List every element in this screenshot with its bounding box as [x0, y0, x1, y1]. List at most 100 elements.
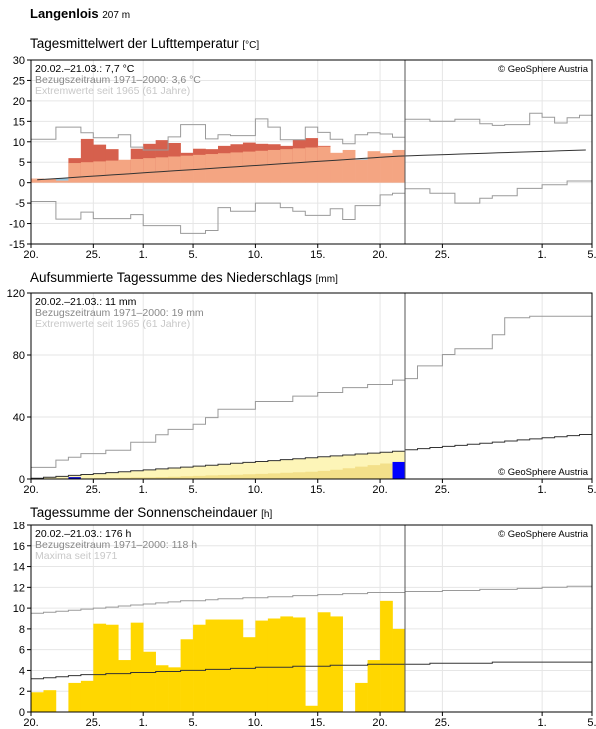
temperature-bar — [380, 156, 393, 183]
x-tick-label: 5. — [188, 484, 197, 496]
temperature-bar — [118, 159, 132, 175]
observed-precipitation-area — [31, 461, 405, 479]
temperature-bar — [205, 168, 219, 183]
info-line-3: Extremwerte seit 1965 (61 Jahre) — [35, 85, 190, 97]
info-line-1: 20.02.–21.03.: 11 mm — [35, 296, 137, 308]
extreme-max-line — [31, 315, 592, 468]
sunshine-bar — [367, 660, 381, 712]
x-tick-label: 10. — [248, 249, 263, 261]
y-tick-label: 15 — [13, 116, 25, 128]
temperature-bar — [55, 180, 69, 183]
temperature-chart-title: Tagesmittelwert der Lufttemperatur [°C] — [30, 36, 259, 51]
x-tick-label: 5. — [587, 717, 596, 727]
station-header: Langenlois 207 m — [30, 6, 130, 21]
sunshine-chart: 0 2 4 6 8 10 12 14 16 18 20. 25. 1. 5. 10. 15. 20. 25. 1. 5… — [13, 522, 596, 727]
sunshine-bar — [355, 682, 368, 712]
info-line-1: 20.02.–21.03.: 7,7 °C — [35, 63, 135, 75]
temperature-bar — [317, 160, 331, 183]
y-tick-label: 0 — [19, 707, 25, 719]
sunshine-bar — [80, 680, 94, 712]
y-tick-label: 20 — [13, 96, 25, 108]
x-tick-label: 5. — [587, 249, 596, 261]
temperature-bar — [230, 152, 244, 167]
plot-border — [30, 524, 593, 713]
temperature-bar — [305, 147, 319, 162]
y-tick-label: 14 — [13, 562, 25, 574]
y-tick-label: 12 — [13, 582, 25, 594]
x-tick-label: 20. — [23, 484, 38, 496]
x-tick-label: 25. — [435, 249, 450, 261]
x-tick-label: 25. — [435, 717, 450, 727]
sunshine-bar — [218, 619, 231, 712]
temperature-bar — [105, 174, 119, 183]
x-tick-label: 25. — [435, 484, 450, 496]
y-tick-label: 0 — [19, 178, 25, 190]
temperature-bar — [267, 149, 281, 165]
y-tick-label: 5 — [19, 157, 25, 169]
temperature-bar — [218, 153, 231, 168]
y-tick-label: 2 — [19, 686, 25, 698]
temperature-unit: [°C] — [242, 40, 260, 51]
temperature-bar — [80, 162, 94, 177]
temperature-bar — [342, 159, 356, 183]
temperature-bar — [367, 151, 381, 158]
x-tick-label: 20. — [23, 249, 38, 261]
temperature-bar — [31, 178, 44, 180]
precipitation-title-text: Aufsummierte Tagessumme des Niederschlag… — [30, 270, 312, 285]
temperature-bar — [180, 169, 194, 183]
copyright-label: © GeoSphere Austria — [498, 529, 589, 540]
precipitation-day-bar — [68, 477, 81, 479]
temperature-bar — [367, 157, 381, 183]
y-tick-label: 0 — [19, 474, 25, 486]
precipitation-chart: 0 40 80 120 20. 25. 1. 5. 10. 15. 20. 25. 1. 5. 20.02.… — [7, 288, 596, 496]
info-line-3: Extremwerte seit 1965 (61 Jahre) — [35, 318, 190, 330]
x-tick-label: 1. — [538, 717, 547, 727]
temperature-bar — [280, 163, 294, 183]
sunshine-bar — [255, 620, 269, 712]
temperature-title-text: Tagesmittelwert der Lufttemperatur — [30, 36, 239, 51]
normal-temperature-line — [37, 149, 586, 181]
x-tick-label: 1. — [538, 484, 547, 496]
x-tick-label: 25. — [86, 484, 101, 496]
x-tick-label: 20. — [372, 484, 387, 496]
info-line-3: Maxima seit 1971 — [35, 550, 117, 562]
x-tick-label: 5. — [587, 484, 596, 496]
temperature-bar — [342, 149, 356, 160]
sunshine-bar — [143, 651, 156, 712]
temperature-bar — [130, 158, 144, 174]
sunshine-bar — [242, 637, 256, 712]
sunshine-bar — [330, 616, 343, 712]
y-tick-label: 4 — [19, 665, 25, 677]
precipitation-day-bar — [392, 461, 405, 479]
temperature-bar — [55, 178, 69, 181]
sunshine-bar — [380, 600, 393, 712]
temperature-bar — [80, 176, 94, 183]
sunshine-bar — [180, 639, 194, 712]
sunshine-unit: [h] — [261, 509, 273, 520]
station-elevation: 207 m — [102, 10, 131, 21]
sunshine-chart-title: Tagessumme der Sonnenscheindauer [h] — [30, 505, 272, 520]
maxima-sunshine-line — [31, 585, 592, 614]
sunshine-title-text: Tagessumme der Sonnenscheindauer — [30, 505, 258, 520]
sunshine-bar — [105, 624, 119, 712]
temperature-bar — [355, 159, 368, 183]
temperature-bar — [118, 174, 132, 183]
plot-border — [30, 292, 593, 480]
sunshine-bar — [193, 624, 206, 712]
temperature-bar — [43, 178, 57, 183]
temperature-bar — [155, 171, 169, 183]
temperature-bar — [68, 177, 82, 183]
temperature-bar — [380, 153, 393, 157]
sunshine-bar — [68, 682, 82, 712]
sunshine-bar — [317, 612, 331, 712]
y-tick-label: 6 — [19, 645, 25, 657]
temperature-bar — [292, 148, 306, 163]
temperature-bar — [205, 154, 219, 169]
y-tick-label: 18 — [13, 522, 25, 532]
temperature-bar — [143, 158, 156, 173]
temperature-bar — [180, 155, 194, 170]
x-tick-label: 1. — [139, 484, 148, 496]
normal-sunshine-line — [31, 661, 592, 680]
temperature-bar — [292, 162, 306, 183]
temperature-bar — [242, 151, 256, 166]
